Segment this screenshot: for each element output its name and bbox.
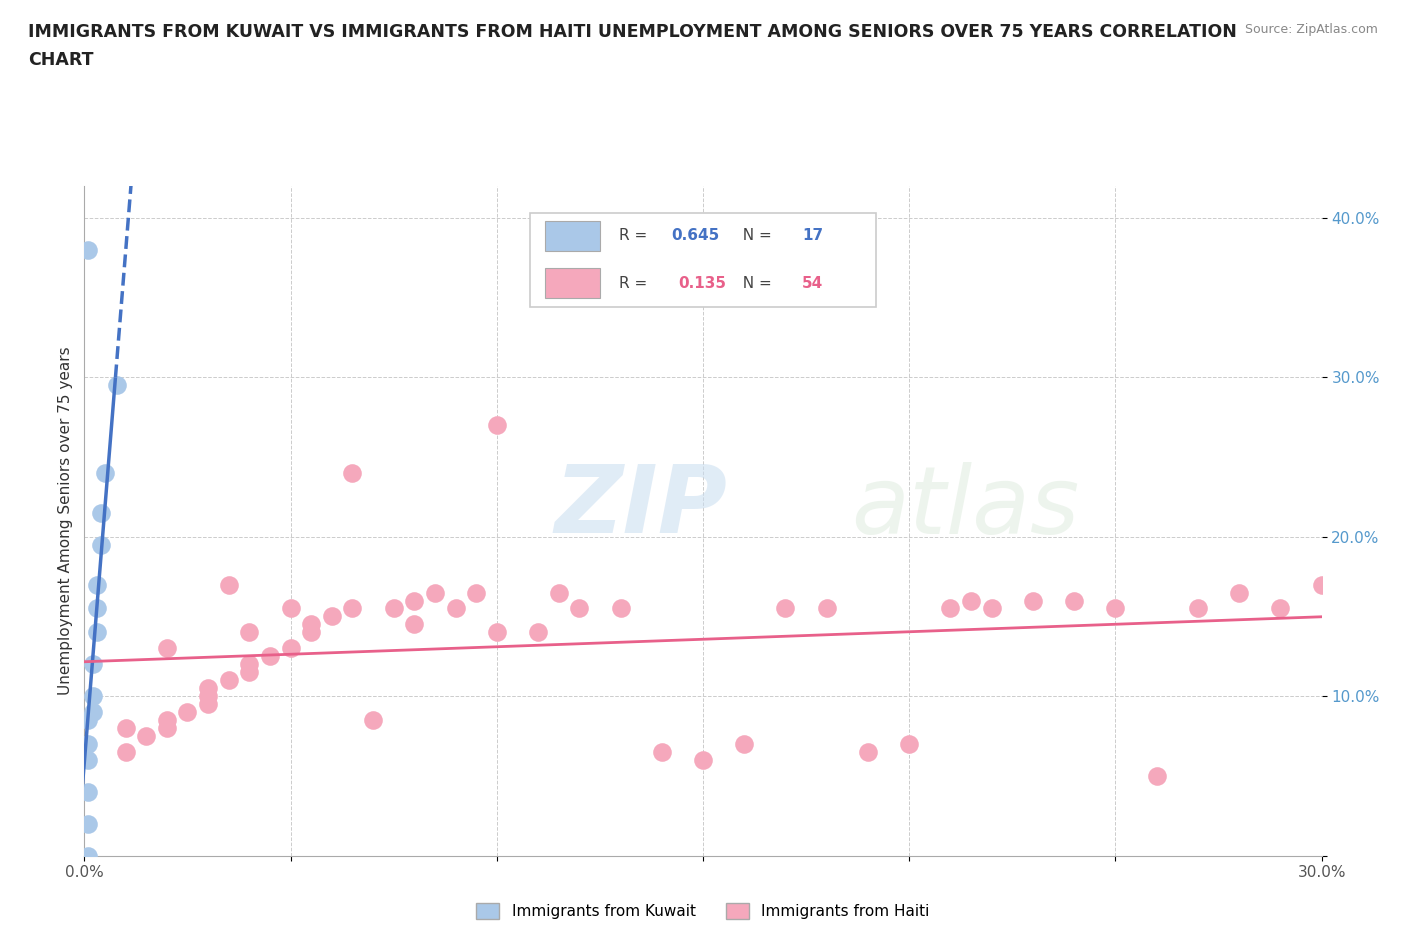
Point	[815, 601, 838, 616]
Point	[197, 697, 219, 711]
Legend: Immigrants from Kuwait, Immigrants from Haiti: Immigrants from Kuwait, Immigrants from …	[470, 897, 936, 925]
Text: R =: R =	[619, 229, 652, 244]
Point	[465, 585, 488, 600]
Point	[692, 752, 714, 767]
Point	[1104, 601, 1126, 616]
Point	[856, 745, 879, 760]
Point	[1063, 593, 1085, 608]
Point	[176, 705, 198, 720]
Point	[280, 641, 302, 656]
Point	[218, 578, 240, 592]
Point	[238, 625, 260, 640]
Point	[404, 617, 426, 631]
Text: N =: N =	[733, 276, 776, 291]
Point	[156, 712, 179, 727]
Point	[77, 784, 100, 799]
Point	[939, 601, 962, 616]
Point	[90, 538, 112, 552]
Point	[77, 848, 100, 863]
Point	[238, 657, 260, 671]
Point	[299, 617, 322, 631]
Point	[775, 601, 797, 616]
Text: 17: 17	[801, 229, 823, 244]
Point	[651, 745, 673, 760]
Point	[444, 601, 467, 616]
Point	[156, 721, 179, 736]
Point	[960, 593, 983, 608]
Y-axis label: Unemployment Among Seniors over 75 years: Unemployment Among Seniors over 75 years	[58, 347, 73, 695]
Point	[90, 505, 112, 520]
Text: 0.135: 0.135	[678, 276, 727, 291]
Point	[86, 578, 108, 592]
Point	[77, 243, 100, 258]
Point	[238, 665, 260, 680]
Point	[82, 689, 104, 704]
Point	[197, 681, 219, 696]
Point	[342, 601, 364, 616]
Text: CHART: CHART	[28, 51, 94, 69]
FancyBboxPatch shape	[544, 269, 600, 299]
Point	[105, 378, 128, 392]
Point	[1270, 601, 1292, 616]
Point	[361, 712, 384, 727]
Point	[404, 593, 426, 608]
Point	[609, 601, 631, 616]
Point	[527, 625, 550, 640]
Point	[733, 737, 755, 751]
Point	[1146, 768, 1168, 783]
Text: IMMIGRANTS FROM KUWAIT VS IMMIGRANTS FROM HAITI UNEMPLOYMENT AMONG SENIORS OVER : IMMIGRANTS FROM KUWAIT VS IMMIGRANTS FRO…	[28, 23, 1237, 41]
Point	[280, 601, 302, 616]
Text: Source: ZipAtlas.com: Source: ZipAtlas.com	[1244, 23, 1378, 36]
Point	[1187, 601, 1209, 616]
Point	[321, 609, 343, 624]
Point	[342, 466, 364, 481]
Point	[94, 466, 117, 481]
Point	[898, 737, 921, 751]
Text: R =: R =	[619, 276, 657, 291]
FancyBboxPatch shape	[544, 220, 600, 251]
Point	[114, 721, 136, 736]
Point	[1022, 593, 1045, 608]
Point	[135, 728, 157, 743]
Text: ZIP: ZIP	[554, 461, 727, 553]
Point	[423, 585, 446, 600]
Point	[77, 737, 100, 751]
Point	[114, 745, 136, 760]
Point	[197, 689, 219, 704]
Text: atlas: atlas	[852, 462, 1080, 553]
Point	[485, 625, 508, 640]
Point	[299, 625, 322, 640]
Point	[77, 752, 100, 767]
Point	[82, 705, 104, 720]
Point	[86, 601, 108, 616]
FancyBboxPatch shape	[530, 213, 876, 307]
Point	[485, 418, 508, 432]
Point	[77, 712, 100, 727]
Point	[82, 657, 104, 671]
Text: 0.645: 0.645	[671, 229, 718, 244]
Point	[547, 585, 569, 600]
Point	[980, 601, 1002, 616]
Point	[1227, 585, 1250, 600]
Point	[86, 625, 108, 640]
Point	[156, 641, 179, 656]
Point	[77, 817, 100, 831]
Text: 54: 54	[801, 276, 824, 291]
Point	[218, 672, 240, 687]
Point	[1310, 578, 1333, 592]
Point	[568, 601, 591, 616]
Text: N =: N =	[733, 229, 776, 244]
Point	[259, 649, 281, 664]
Point	[382, 601, 405, 616]
